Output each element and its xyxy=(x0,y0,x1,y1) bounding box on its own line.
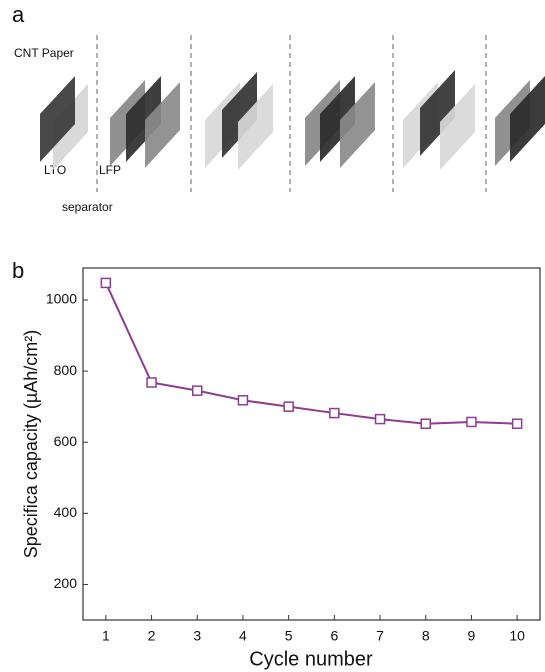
x-tick-label: 3 xyxy=(193,628,201,644)
data-marker xyxy=(511,418,523,429)
x-tick-label: 5 xyxy=(285,628,293,644)
data-marker xyxy=(374,413,386,425)
x-tick-label: 4 xyxy=(239,628,247,644)
x-tick-label: 2 xyxy=(148,628,156,644)
y-tick-label: 800 xyxy=(54,362,78,378)
y-axis-label: Specifica capacity (µAh/cm²) xyxy=(21,330,41,558)
electrode-sheet xyxy=(145,82,180,168)
lfp-label: LFP xyxy=(99,163,121,177)
data-marker xyxy=(283,401,294,412)
electrode-sheet xyxy=(440,84,475,170)
y-tick-label: 1000 xyxy=(46,291,77,307)
electrode-sheet xyxy=(510,76,545,162)
data-marker xyxy=(192,385,203,396)
x-tick-label: 8 xyxy=(422,628,430,644)
x-axis-label: Cycle number xyxy=(249,648,373,670)
data-marker xyxy=(420,418,431,429)
data-marker xyxy=(329,407,340,419)
electrode-sheet xyxy=(320,76,355,162)
electrode-sheet xyxy=(222,72,257,158)
x-tick-label: 6 xyxy=(330,628,338,644)
data-marker xyxy=(237,395,249,406)
x-tick-label: 7 xyxy=(376,628,384,644)
data-marker xyxy=(146,377,157,388)
electrode-sheet xyxy=(420,70,455,156)
cnt-paper-label: CNT Paper xyxy=(14,46,74,60)
data-marker xyxy=(466,416,477,428)
electrode-sheet xyxy=(340,82,375,168)
data-line xyxy=(104,282,518,425)
cell-diagram xyxy=(40,35,545,192)
y-tick-label: 400 xyxy=(54,504,78,520)
separator-label: separator xyxy=(62,200,113,214)
y-tick-label: 200 xyxy=(54,575,78,591)
panel-label: b xyxy=(12,258,24,283)
lto-label: LTO xyxy=(44,163,66,177)
data-marker xyxy=(100,277,112,289)
x-tick-label: 9 xyxy=(468,628,476,644)
electrode-sheet xyxy=(126,76,161,162)
x-tick-label: 1 xyxy=(102,628,110,644)
electrode-sheet xyxy=(40,76,75,162)
electrode-sheet xyxy=(238,84,273,170)
x-tick-label: 10 xyxy=(509,628,525,644)
y-tick-label: 600 xyxy=(54,433,78,449)
plot-frame xyxy=(82,267,541,621)
panel-label: a xyxy=(12,2,25,27)
